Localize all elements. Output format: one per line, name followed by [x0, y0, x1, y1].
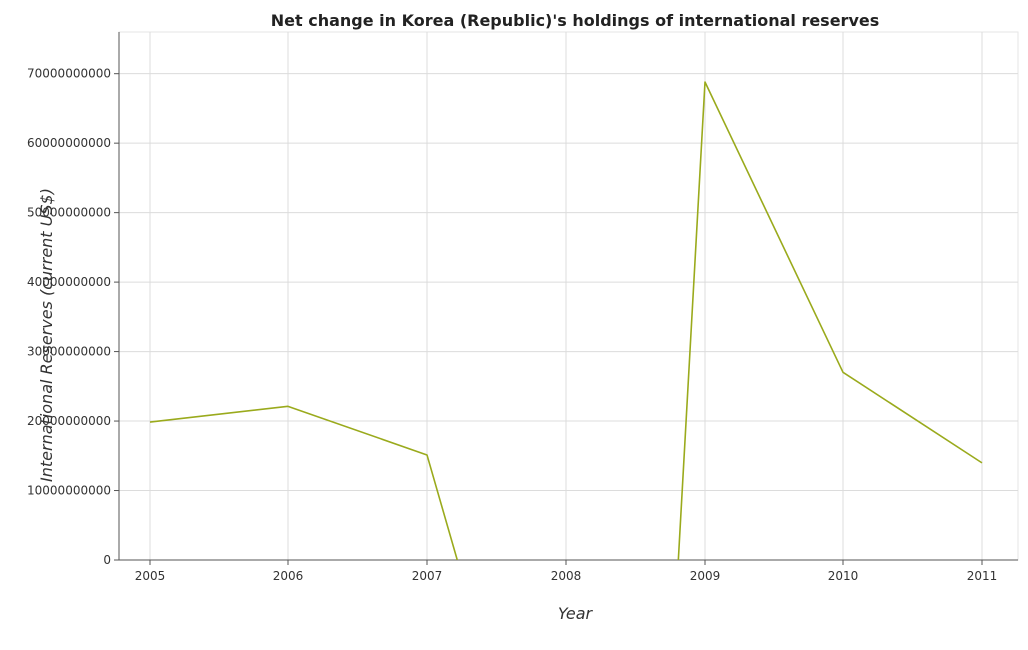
y-tick-label: 10000000000 — [27, 484, 111, 498]
x-tick-label: 2005 — [135, 569, 166, 583]
axes — [114, 32, 1018, 565]
y-axis-label: International Reserves (current US$) — [37, 188, 56, 482]
y-tick-label: 70000000000 — [27, 67, 111, 81]
y-tick-label: 0 — [103, 553, 111, 567]
x-tick-label: 2006 — [273, 569, 304, 583]
data-point — [841, 370, 845, 374]
series-line-segment — [677, 81, 983, 560]
chart-title: Net change in Korea (Republic)'s holding… — [271, 11, 880, 30]
data-point — [703, 80, 707, 84]
y-tick-label: 60000000000 — [27, 136, 111, 150]
data-point — [425, 453, 429, 457]
data-point — [148, 420, 152, 424]
y-tick-label: 40000000000 — [27, 275, 111, 289]
data-point — [980, 461, 984, 465]
series-line-segment — [149, 405, 459, 560]
plot-frame — [118, 31, 1019, 561]
x-tick-label: 2010 — [828, 569, 859, 583]
x-tick-label: 2011 — [967, 569, 998, 583]
x-tick-label: 2009 — [690, 569, 721, 583]
tick-labels: 0 10000000000 20000000000 30000000000 400000… — [27, 67, 997, 583]
y-tick-label: 50000000000 — [27, 206, 111, 220]
y-tick-label: 30000000000 — [27, 345, 111, 359]
data-point — [286, 404, 290, 408]
x-tick-label: 2007 — [412, 569, 443, 583]
y-tick-label: 20000000000 — [27, 414, 111, 428]
series-layer — [148, 80, 984, 560]
x-axis-label: Year — [558, 604, 594, 623]
x-tick-label: 2008 — [551, 569, 582, 583]
gridlines — [118, 31, 1019, 561]
